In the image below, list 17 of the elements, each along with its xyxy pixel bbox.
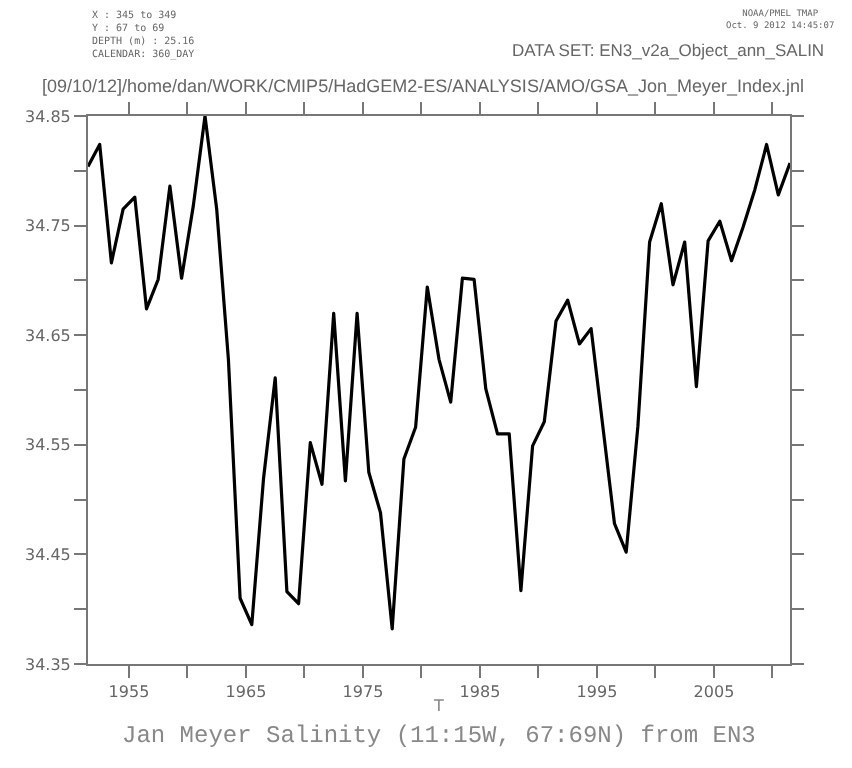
y-tick-label: 34.75 bbox=[24, 217, 71, 236]
y-tick-label: 34.45 bbox=[24, 546, 71, 564]
x-tick-label: 1985 bbox=[459, 683, 501, 702]
y-tick-label: 34.35 bbox=[24, 655, 71, 674]
y-tick-label: 34.85 bbox=[24, 107, 71, 126]
x-tick-label: 1965 bbox=[225, 683, 267, 702]
x-tick-label: 2005 bbox=[693, 683, 735, 702]
line-series bbox=[88, 116, 790, 631]
x-axis-title: T bbox=[432, 697, 445, 716]
x-tick-label: 1975 bbox=[342, 683, 384, 702]
text: [09/10/12]/home/dan/WORK/CMIP5/HadGEM2-ES/ANALYSIS/AMO/GSA_Jon_Meyer_Index.jnl bbox=[42, 76, 805, 96]
text: DATA SET: EN3_v2a_Object_ann_SALIN bbox=[512, 40, 825, 60]
x-tick-label: 1955 bbox=[108, 683, 150, 702]
text: Jan Meyer Salinity (11:15W, 67:69N) from EN3 bbox=[122, 722, 756, 750]
y-tick-label: 34.65 bbox=[24, 326, 71, 345]
y-tick-label: 34.55 bbox=[24, 436, 71, 455]
x-tick-label: 1995 bbox=[576, 683, 618, 702]
